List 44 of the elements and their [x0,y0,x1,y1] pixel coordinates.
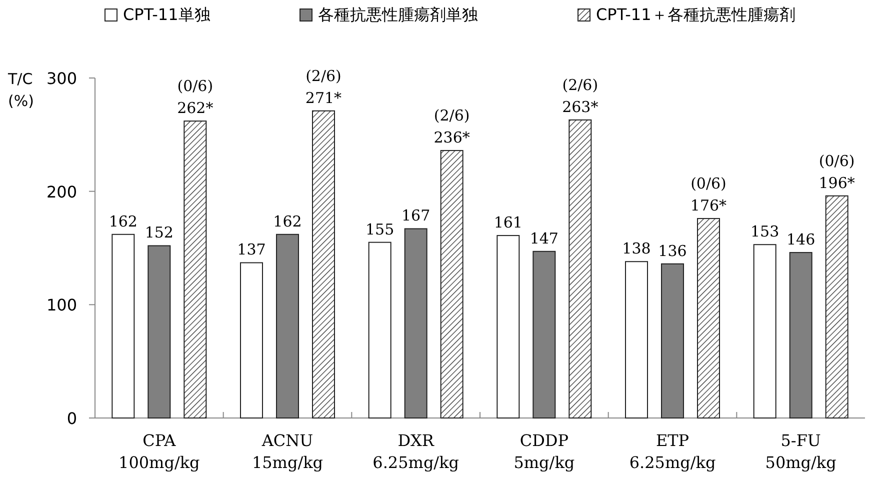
bar [368,242,392,418]
y-axis-title: T/C (%) [7,70,34,110]
data-label: 153 [750,222,780,241]
data-label: 167 [402,206,430,225]
bar [184,120,207,418]
data-label: 146 [786,230,816,249]
bar [625,261,648,418]
data-label: 136 [658,242,687,260]
x-tick-label: ACNU 15mg/kg [252,431,324,472]
bar [240,262,263,418]
y-tick-label: 100 [46,296,77,315]
bar [568,119,592,418]
data-label: (0/6) 196* [818,152,856,192]
x-tick-label: CDDP 5mg/kg [514,431,575,472]
data-label: (2/6) 263* [562,76,599,116]
bar [697,218,720,418]
bar [440,150,464,418]
data-label: 162 [273,212,302,230]
data-label: (2/6) 271* [305,66,342,107]
x-tick-label: DXR 6.25mg/kg [372,431,460,472]
data-label: 161 [494,214,522,232]
y-tick-label: 0 [66,409,77,428]
y-tick-label: 300 [46,69,77,88]
y-tick-label: 200 [46,182,77,202]
legend-label: 各種抗悪性腫瘍剤単独 [318,5,478,24]
bar [112,234,135,418]
data-label: 138 [622,240,651,258]
legend-label: CPT-11＋各種抗悪性腫瘍剤 [596,5,796,24]
bar [312,110,335,418]
bar [753,244,776,418]
data-label: (2/6) 236* [434,106,470,147]
x-tick-label: 5-FU 50mg/kg [765,431,836,472]
x-tick-label: ETP 6.25mg/kg [629,431,716,472]
x-tick-label: CPA 100mg/kg [118,431,200,472]
data-label: (0/6) 176* [690,174,728,215]
bar [496,235,520,418]
legend-label: CPT-11単独 [123,5,210,24]
data-label: 162 [108,212,138,230]
data-label: 155 [366,220,394,238]
data-label: (0/6) 262* [177,77,214,118]
data-label: 137 [237,240,266,259]
bar [825,195,848,418]
data-label: 152 [144,224,174,242]
data-label: 147 [530,229,558,248]
